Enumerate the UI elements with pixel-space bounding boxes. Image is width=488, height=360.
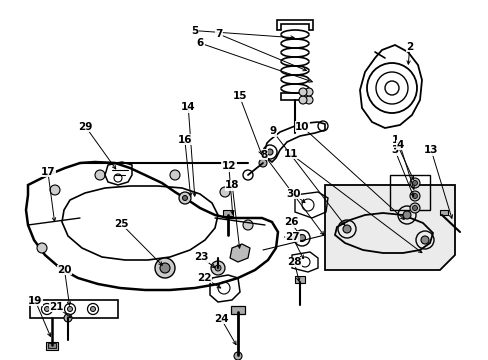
Circle shape (64, 314, 72, 322)
Text: 11: 11 (283, 149, 298, 159)
Circle shape (412, 206, 417, 211)
Bar (30, 300, 118, 318)
Text: 2: 2 (406, 42, 412, 52)
Bar (230, 306, 244, 314)
Circle shape (155, 258, 175, 278)
Text: 9: 9 (269, 126, 276, 136)
Circle shape (243, 220, 252, 230)
Text: 26: 26 (283, 217, 298, 228)
Bar (281, 93, 308, 100)
Circle shape (210, 261, 224, 275)
Text: 17: 17 (41, 167, 55, 177)
Text: 15: 15 (232, 91, 246, 102)
Circle shape (420, 236, 428, 244)
Text: 19: 19 (28, 296, 42, 306)
Text: 21: 21 (49, 302, 63, 312)
Text: 23: 23 (194, 252, 208, 262)
Circle shape (409, 178, 419, 188)
Circle shape (37, 243, 47, 253)
Text: 18: 18 (224, 180, 239, 190)
Circle shape (170, 170, 180, 180)
Circle shape (266, 149, 272, 155)
Circle shape (179, 192, 191, 204)
Circle shape (402, 211, 410, 219)
Circle shape (90, 306, 95, 311)
Bar (46, 342, 58, 350)
Circle shape (305, 88, 312, 96)
Bar (389, 175, 429, 210)
Bar (223, 210, 232, 216)
Circle shape (412, 180, 417, 185)
Polygon shape (325, 185, 454, 270)
Text: 28: 28 (286, 257, 301, 267)
Circle shape (305, 96, 312, 104)
Circle shape (409, 191, 419, 201)
Text: 16: 16 (177, 135, 192, 145)
Text: 29: 29 (78, 122, 93, 132)
Text: 27: 27 (285, 232, 299, 242)
Circle shape (182, 195, 187, 201)
Circle shape (298, 96, 306, 104)
Circle shape (259, 159, 266, 167)
Text: 10: 10 (294, 122, 309, 132)
Text: 20: 20 (57, 265, 72, 275)
Bar (439, 210, 447, 215)
Circle shape (412, 194, 417, 198)
Circle shape (215, 265, 221, 271)
Text: 12: 12 (221, 161, 236, 171)
Circle shape (95, 170, 105, 180)
Circle shape (220, 187, 229, 197)
Text: 30: 30 (285, 189, 300, 199)
Text: 14: 14 (181, 102, 195, 112)
Circle shape (234, 352, 242, 360)
Text: 5: 5 (191, 26, 198, 36)
Bar (48, 343, 56, 348)
Circle shape (44, 306, 49, 311)
Circle shape (298, 234, 305, 242)
Text: 25: 25 (114, 219, 128, 229)
Text: 3: 3 (391, 145, 398, 156)
Text: 8: 8 (260, 150, 267, 160)
Text: 4: 4 (395, 140, 403, 150)
Text: 24: 24 (213, 314, 228, 324)
Text: 22: 22 (197, 273, 211, 283)
Text: 6: 6 (197, 38, 203, 48)
Circle shape (67, 306, 72, 311)
Circle shape (160, 263, 170, 273)
Bar (294, 276, 305, 283)
Circle shape (409, 203, 419, 213)
Text: 7: 7 (215, 29, 223, 39)
Polygon shape (229, 244, 249, 262)
Circle shape (342, 225, 350, 233)
Circle shape (298, 88, 306, 96)
Circle shape (50, 185, 60, 195)
Text: 13: 13 (423, 145, 438, 156)
Text: 1: 1 (391, 135, 398, 145)
